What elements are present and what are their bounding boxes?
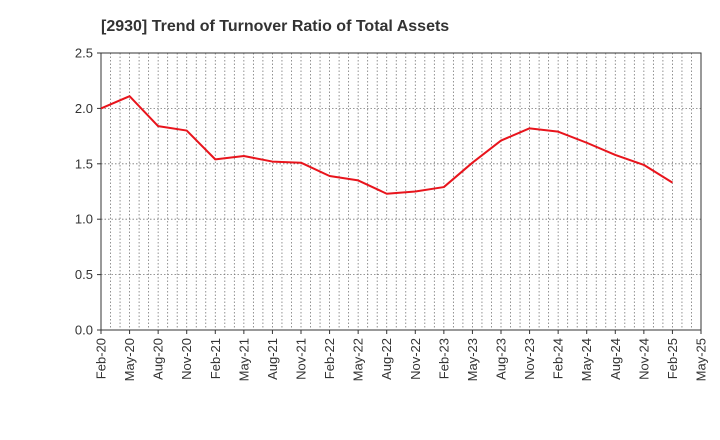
x-tick-label: May-21 (236, 338, 251, 381)
series-line (100, 95, 673, 195)
x-tick-label: Nov-24 (636, 338, 651, 380)
x-tick-label: Feb-25 (665, 338, 680, 379)
x-tick-label: Feb-22 (322, 338, 337, 379)
y-tick-label: 1.5 (75, 156, 93, 171)
x-tick-label: May-20 (122, 338, 137, 381)
plot-area (100, 52, 702, 331)
x-tick-label: Nov-20 (179, 338, 194, 380)
grid-lines (101, 53, 701, 330)
x-tick-label: Aug-24 (608, 338, 623, 380)
y-tick-label: 2.5 (75, 46, 93, 61)
x-tick-label: Aug-21 (265, 338, 280, 380)
y-tick-label: 1.0 (75, 212, 93, 227)
x-tick-label: Aug-23 (494, 338, 509, 380)
x-tick-label: Feb-23 (436, 338, 451, 379)
x-tick-label: Nov-23 (522, 338, 537, 380)
x-tick-label: May-23 (465, 338, 480, 381)
y-axis-ticks: 0.0 0.5 1.0 1.5 2.0 2.5 (75, 46, 101, 338)
x-tick-label: Aug-22 (379, 338, 394, 380)
x-axis-ticks: Feb-20 May-20 Aug-20 Nov-20 Feb-21 May-21 Aug-… (94, 330, 709, 381)
y-tick-label: 2.0 (75, 101, 93, 116)
x-tick-label: May-22 (351, 338, 366, 381)
chart-title: [2930] Trend of Turnover Ratio of Total … (101, 18, 449, 35)
x-tick-label: Aug-20 (151, 338, 166, 380)
x-tick-label: Feb-20 (94, 338, 109, 379)
y-tick-label: 0.0 (75, 323, 93, 338)
x-tick-label: Nov-22 (408, 338, 423, 380)
x-tick-label: May-24 (579, 338, 594, 381)
x-tick-label: May-25 (694, 338, 709, 381)
x-tick-label: Nov-21 (294, 338, 309, 380)
y-tick-label: 0.5 (75, 267, 93, 282)
x-tick-label: Feb-21 (208, 338, 223, 379)
x-tick-label: Feb-24 (551, 338, 566, 379)
